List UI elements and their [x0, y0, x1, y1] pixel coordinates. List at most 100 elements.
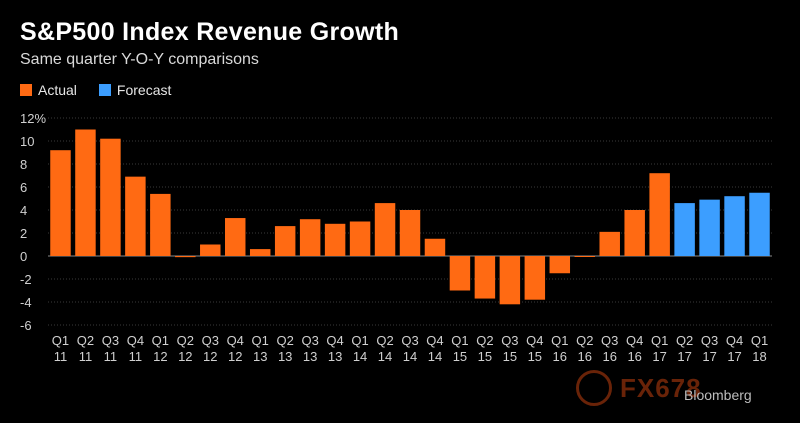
bar-actual	[125, 176, 146, 256]
x-tick-quarter: Q1	[52, 333, 69, 348]
chart-subtitle: Same quarter Y-O-Y comparisons	[20, 51, 259, 68]
y-tick-label: 2	[20, 226, 27, 241]
x-tick-quarter: Q2	[476, 333, 493, 348]
x-tick-quarter: Q4	[127, 333, 144, 348]
x-tick-quarter: Q1	[351, 333, 368, 348]
x-tick-quarter: Q3	[301, 333, 318, 348]
x-tick-year: 11	[79, 349, 93, 364]
x-tick-quarter: Q2	[77, 333, 94, 348]
x-tick-quarter: Q3	[501, 333, 518, 348]
bar-actual	[524, 256, 546, 300]
y-tick-label: 4	[20, 203, 27, 218]
bar-actual	[599, 231, 620, 256]
x-tick-quarter: Q2	[576, 333, 593, 348]
x-tick-quarter: Q4	[426, 333, 443, 348]
bar-actual	[549, 256, 571, 274]
bar-actual	[574, 256, 595, 257]
bar-actual	[349, 221, 371, 256]
bar-actual	[424, 238, 446, 256]
x-tick-quarter: Q2	[177, 333, 194, 348]
x-tick-quarter: Q1	[252, 333, 269, 348]
legend-label-forecast: Forecast	[116, 82, 172, 98]
x-tick-year: 15	[453, 349, 467, 364]
bloomberg-source: Bloomberg	[684, 387, 752, 403]
x-tick-year: 13	[303, 349, 317, 364]
bar-actual	[324, 223, 346, 256]
x-tick-quarter: Q4	[626, 333, 643, 348]
bar-actual	[649, 173, 670, 256]
x-tick-year: 12	[203, 349, 217, 364]
x-tick-year: 17	[677, 349, 691, 364]
bar-actual	[624, 210, 645, 256]
x-tick-year: 15	[503, 349, 517, 364]
x-tick-year: 14	[378, 349, 392, 364]
x-tick-quarter: Q4	[326, 333, 343, 348]
bar-actual	[399, 210, 421, 256]
x-tick-quarter: Q2	[676, 333, 693, 348]
chart-title: S&P500 Index Revenue Growth	[20, 18, 400, 46]
x-tick-quarter: Q3	[102, 333, 119, 348]
x-tick-year: 13	[278, 349, 292, 364]
bar-forecast	[674, 203, 695, 256]
x-tick-quarter: Q3	[601, 333, 618, 348]
bar-forecast	[724, 196, 745, 256]
fx678-logo-text: FX678	[620, 372, 702, 403]
bar-actual	[150, 193, 171, 256]
legend-swatch-actual	[20, 84, 32, 96]
x-tick-quarter: Q3	[202, 333, 219, 348]
x-tick-year: 16	[553, 349, 567, 364]
x-tick-quarter: Q1	[651, 333, 668, 348]
x-tick-year: 16	[627, 349, 641, 364]
bar-actual	[50, 150, 71, 256]
x-tick-year: 15	[528, 349, 542, 364]
x-tick-quarter: Q3	[701, 333, 718, 348]
bar-actual	[100, 138, 121, 256]
fx678-logo-icon	[576, 370, 612, 406]
y-tick-label: -6	[20, 318, 32, 333]
bar-actual	[249, 249, 271, 256]
x-tick-quarter: Q4	[726, 333, 743, 348]
x-tick-year: 16	[602, 349, 616, 364]
bar-actual	[449, 256, 471, 291]
x-tick-year: 14	[353, 349, 367, 364]
x-tick-quarter: Q1	[451, 333, 468, 348]
legend-swatch-forecast	[98, 84, 111, 96]
x-tick-quarter: Q1	[152, 333, 169, 348]
bar-actual	[474, 256, 496, 299]
y-tick-label: -4	[20, 295, 32, 310]
x-tick-year: 13	[253, 349, 267, 364]
x-tick-year: 16	[578, 349, 592, 364]
x-tick-year: 14	[403, 349, 417, 364]
x-tick-year: 11	[54, 349, 68, 364]
x-tick-year: 15	[478, 349, 492, 364]
bar-actual	[299, 219, 321, 256]
y-tick-label: 10	[20, 134, 34, 149]
x-tick-year: 11	[129, 349, 143, 364]
legend-item-forecast: Forecast	[98, 82, 172, 98]
legend: Actual Forecast	[20, 82, 193, 98]
x-tick-year: 17	[652, 349, 666, 364]
bar-actual	[225, 218, 246, 256]
x-tick-quarter: Q1	[551, 333, 568, 348]
y-tick-label: 0	[20, 249, 27, 264]
legend-label-actual: Actual	[38, 82, 77, 98]
bar-actual	[374, 203, 396, 256]
y-tick-label: 8	[20, 157, 27, 172]
bar-actual	[499, 256, 521, 305]
x-tick-year: 14	[428, 349, 442, 364]
x-tick-quarter: Q2	[277, 333, 294, 348]
bar-actual	[175, 256, 196, 258]
y-tick-label: 12%	[20, 111, 46, 126]
x-tick-quarter: Q3	[401, 333, 418, 348]
x-tick-quarter: Q1	[751, 333, 768, 348]
y-tick-label: 6	[20, 180, 27, 195]
bar-actual	[200, 244, 221, 256]
x-tick-quarter: Q4	[227, 333, 244, 348]
bar-forecast	[749, 192, 770, 256]
x-tick-year: 13	[328, 349, 342, 364]
x-tick-year: 17	[702, 349, 716, 364]
x-tick-year: 17	[727, 349, 741, 364]
bar-forecast	[699, 199, 720, 256]
x-tick-quarter: Q4	[526, 333, 543, 348]
